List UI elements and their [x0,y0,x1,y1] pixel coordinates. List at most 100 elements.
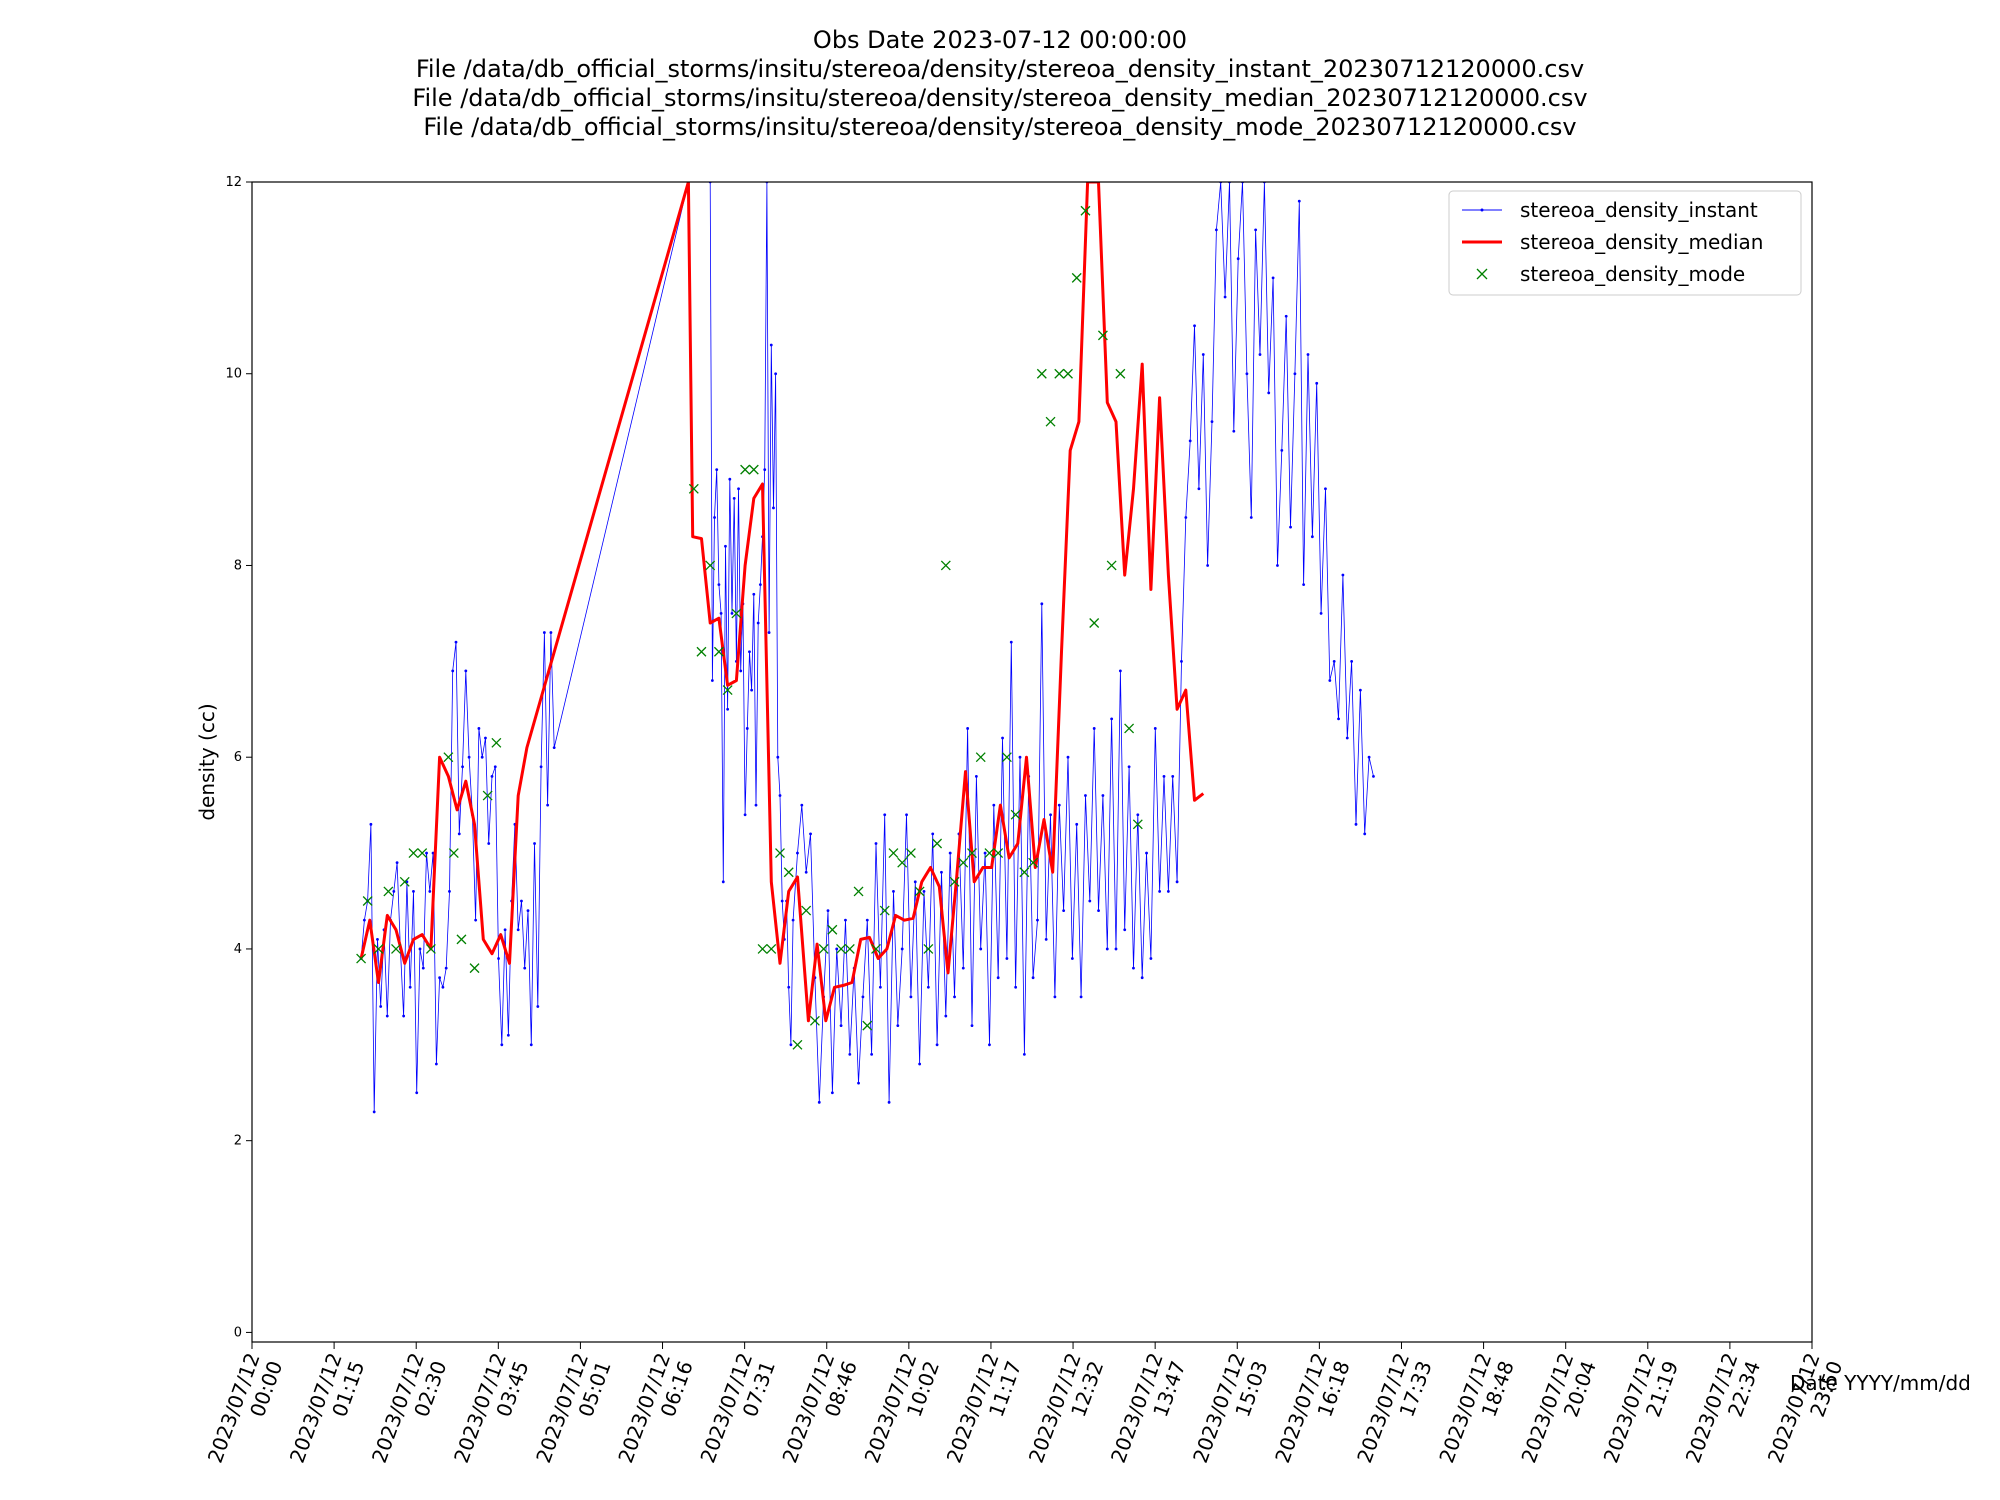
stereoa-density-mode-marker [356,953,367,964]
x-tick-label: 2023/07/1207:31 [695,1350,780,1475]
stereoa-density-instant-point [1337,717,1340,721]
stereoa-density-instant-point [763,468,767,472]
stereoa-density-instant-point [789,1043,793,1047]
stereoa-density-instant-point [804,870,808,874]
stereoa-density-instant-point [892,890,895,893]
stereoa-density-instant-point [830,1091,834,1095]
stereoa-density-instant-point [506,1033,510,1037]
stereoa-density-mode-marker [1054,368,1065,379]
legend-label-mode: stereoa_density_mode [1520,262,1745,286]
stereoa-density-instant-point [750,688,754,692]
y-tick-label: 8 [234,558,242,573]
stereoa-density-instant-point [719,612,723,615]
stereoa-density-mode-marker [827,924,838,935]
stereoa-density-instant-point [887,1100,891,1104]
stereoa-density-mode-marker [448,848,459,859]
stereoa-density-mode-marker [836,943,847,954]
stereoa-density-mode-marker [879,905,890,916]
stereoa-density-instant-point [1354,822,1358,826]
stereoa-density-instant-point [1180,659,1183,663]
stereoa-density-mode-marker [757,943,768,954]
stereoa-density-instant-point [754,803,758,807]
stereoa-density-instant-point [1075,822,1079,826]
stereoa-density-mode-marker [775,848,785,859]
stereoa-density-instant-point [715,468,719,472]
stereoa-density-instant-point [1166,890,1170,893]
stereoa-density-instant-point [796,851,799,855]
stereoa-density-instant-point [1101,794,1105,797]
stereoa-density-mode-marker [383,886,394,897]
stereoa-density-instant-point [1066,755,1070,759]
stereoa-density-instant-point [1319,612,1323,615]
stereoa-density-instant-point [487,842,491,845]
stereoa-density-instant-point [730,612,734,615]
stereoa-density-instant-point [408,985,412,989]
stereoa-density-instant-point [526,909,530,912]
stereoa-density-instant-point [717,583,721,587]
stereoa-density-instant-point [900,947,904,951]
stereoa-density-mode-marker [469,963,480,974]
stereoa-density-instant-point [809,832,812,836]
stereoa-density-instant-point [1097,909,1100,912]
stereoa-density-mode-marker [1097,330,1108,341]
stereoa-density-instant-point [428,890,432,893]
stereoa-density-mode-marker [975,752,986,763]
series-layer [356,182,1375,1114]
stereoa-density-mode-marker [862,1020,873,1031]
stereoa-density-instant-point [549,631,553,634]
stereoa-density-mode-marker [967,848,977,859]
stereoa-density-instant-point [533,842,536,845]
stereoa-density-instant-point [1223,295,1227,299]
stereoa-density-mode-marker [1063,368,1073,379]
x-axis-label: Date YYYY/mm/dd [1790,1371,1971,1395]
x-tick-label: 2023/07/1201:15 [285,1350,370,1475]
stereoa-density-instant-point [1140,976,1144,980]
stereoa-density-instant-point [948,851,952,855]
stereoa-density-mode-marker [491,737,502,748]
stereoa-density-mode-marker [408,848,419,859]
stereoa-density-instant-point [1001,736,1004,740]
stereoa-density-instant-point [835,947,839,951]
stereoa-density-instant-point [1245,372,1249,376]
x-tick-label: 2023/07/1202:30 [367,1350,452,1475]
stereoa-density-mode-marker [1071,272,1082,283]
y-tick-label: 12 [225,175,242,190]
stereoa-density-instant-point [1009,640,1013,644]
stereoa-density-instant-point [1284,314,1288,318]
stereoa-density-mode-marker [905,848,916,859]
plot-area [252,182,1812,1342]
stereoa-density-instant-point [1345,736,1349,740]
stereoa-density-instant-point [737,487,740,491]
stereoa-density-instant-point [1162,774,1166,778]
stereoa-density-instant-point [1175,880,1179,884]
stereoa-density-instant-point [464,669,468,673]
stereoa-density-mode-marker [417,848,428,859]
stereoa-density-instant-point [724,544,727,548]
stereoa-density-mode-marker [792,1039,803,1050]
stereoa-density-instant-point [1306,353,1310,356]
stereoa-density-instant-point [477,727,481,730]
stereoa-density-instant-point [539,765,543,769]
figure-title: Obs Date 2023-07-12 00:00:00 File /data/… [0,26,2000,142]
stereoa-density-instant-point [758,583,762,587]
stereoa-density-mode-marker [713,646,724,657]
stereoa-density-mode-marker [914,886,925,897]
stereoa-density-instant-point [369,822,373,826]
stereoa-density-instant-point [931,832,935,836]
stereoa-density-instant-point [536,1005,540,1008]
plot-frame [251,181,1813,1343]
stereoa-density-instant-point [974,774,978,778]
x-tick-label: 2023/07/1220:04 [1516,1350,1601,1475]
stereoa-density-instant-point [1031,976,1035,980]
stereoa-density-instant-point [1297,199,1301,203]
stereoa-density-mode-marker [818,943,829,954]
stereoa-density-instant-point [767,631,771,634]
stereoa-density-mode-marker [696,646,707,657]
stereoa-density-instant-point [966,727,970,730]
stereoa-density-mode-marker [940,560,951,571]
stereoa-density-instant-point [418,947,422,951]
stereoa-density-instant-point [1184,516,1188,519]
x-tick-label: 2023/07/1211:17 [942,1350,1027,1475]
y-tick-label: 6 [234,750,242,765]
stereoa-density-mode-marker [705,560,716,571]
